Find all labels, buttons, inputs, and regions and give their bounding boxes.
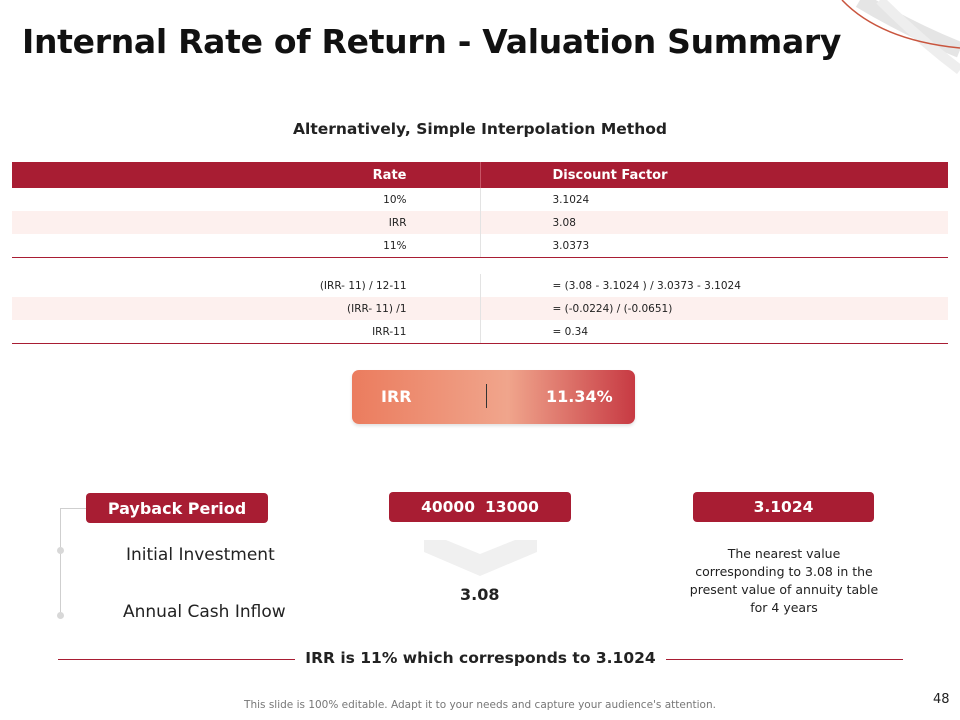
table-header-row: Rate Discount Factor <box>12 162 948 188</box>
annual-cash-inflow-label: Annual Cash Inflow <box>123 602 286 622</box>
header-rate: Rate <box>12 162 481 188</box>
annuity-value-pill: 3.1024 <box>693 492 874 522</box>
table-cell: IRR <box>12 211 481 234</box>
payback-period-pill: Payback Period <box>86 493 268 523</box>
irr-value: 11.34% <box>546 387 613 406</box>
interpolation-table: (IRR- 11) / 12-11 = (3.08 - 3.1024 ) / 3… <box>12 274 948 344</box>
table-cell: = (-0.0224) / (-0.0651) <box>480 297 948 320</box>
header-discount-factor: Discount Factor <box>480 162 948 188</box>
rate-discount-table: Rate Discount Factor 10% 3.1024 IRR 3.08… <box>12 162 948 258</box>
conclusion-text: IRR is 11% which corresponds to 3.1024 <box>305 649 656 667</box>
initial-investment-value: 40000 <box>421 498 475 516</box>
bullet-dot <box>57 612 64 619</box>
divider-line <box>666 659 903 660</box>
section-subtitle: Alternatively, Simple Interpolation Meth… <box>293 120 667 138</box>
annual-cash-inflow-value: 13000 <box>485 498 539 516</box>
connector-line <box>60 508 86 509</box>
table-row: IRR 3.08 <box>12 211 948 234</box>
irr-result-box <box>352 370 635 424</box>
table-cell: = (3.08 - 3.1024 ) / 3.0373 - 3.1024 <box>552 279 741 292</box>
table-row: IRR-11 = 0.34 <box>12 320 948 344</box>
irr-divider <box>486 384 487 408</box>
table-cell: (IRR- 11) / 12-11 <box>12 274 481 297</box>
table-cell: (IRR- 11) /1 <box>12 297 481 320</box>
page-number: 48 <box>933 692 950 707</box>
table-cell: 10% <box>12 188 481 211</box>
table-row: (IRR- 11) / 12-11 = (3.08 - 3.1024 ) / 3… <box>12 274 948 297</box>
divider-line <box>58 659 295 660</box>
cash-values-pill: 40000 13000 <box>389 492 571 522</box>
footer-note: This slide is 100% editable. Adapt it to… <box>244 699 716 711</box>
table-row: (IRR- 11) /1 = (-0.0224) / (-0.0651) <box>12 297 948 320</box>
connector-line <box>60 508 61 616</box>
table-cell: = 0.34 <box>480 320 948 344</box>
annuity-note: The nearest value corresponding to 3.08 … <box>689 546 879 615</box>
chevron-down-icon <box>424 540 537 576</box>
page-title: Internal Rate of Return - Valuation Summ… <box>22 22 842 61</box>
irr-label: IRR <box>381 387 412 406</box>
table-row: 11% 3.0373 <box>12 234 948 258</box>
initial-investment-label: Initial Investment <box>126 545 275 565</box>
table-row: 10% 3.1024 <box>12 188 948 211</box>
corner-decoration <box>841 0 960 74</box>
table-cell: 3.08 <box>480 211 948 234</box>
table-cell: 11% <box>12 234 481 258</box>
table-cell: IRR-11 <box>12 320 481 344</box>
table-cell: 3.1024 <box>552 193 590 206</box>
table-cell: 3.0373 <box>480 234 948 258</box>
bullet-dot <box>57 547 64 554</box>
payback-result: 3.08 <box>460 585 500 604</box>
